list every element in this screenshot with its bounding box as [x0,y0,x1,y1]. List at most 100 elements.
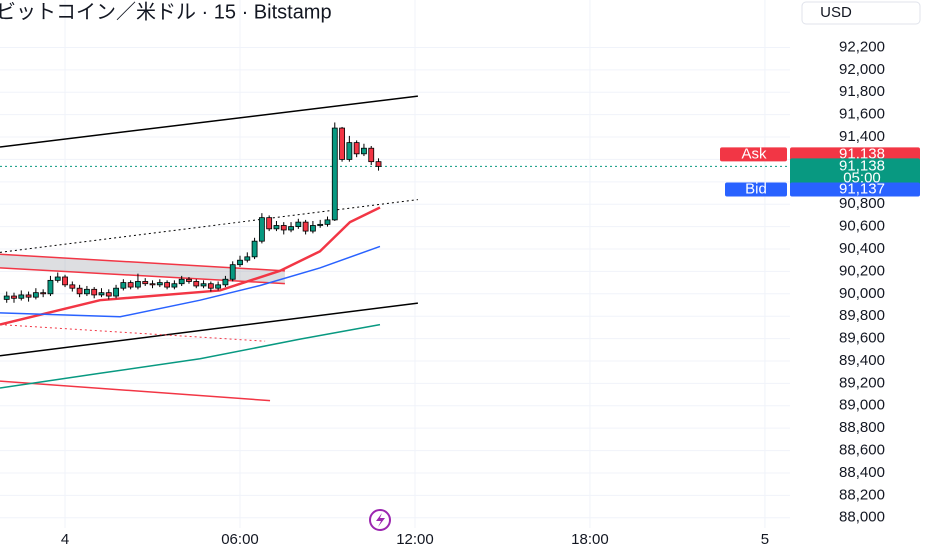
zone-edge [0,253,285,272]
x-tick-label: 12:00 [396,531,434,548]
candle-body [149,283,156,286]
candle-body [215,284,222,289]
y-tick-label: 89,200 [839,374,885,391]
candle-body [331,127,338,221]
y-tick-label: 90,400 [839,240,885,257]
candle-body [11,295,17,299]
candle-body [317,223,324,226]
y-tick-label: 90,800 [839,195,885,212]
candle-body [207,283,214,289]
axes: 88,000 88,200 88,400 88,600 88,800 89,000 89,2… [61,38,920,548]
zone [0,254,285,284]
candle-body [135,281,141,288]
candle-body [273,225,280,230]
x-tick-label: 4 [61,531,69,548]
y-tick-label: 88,800 [839,419,885,436]
y-tick-label: 88,600 [839,442,885,459]
candle-body [346,142,353,160]
y-tick-label: 91,800 [839,83,885,100]
y-tick-label: 89,600 [839,330,885,347]
overlay-line [0,199,418,253]
candle-body [302,221,309,232]
candle-body [251,240,258,258]
bid-price: 91,137 [839,180,885,197]
y-tick-label: 91,400 [839,128,885,145]
overlay-line [0,380,271,402]
overlay-line [0,206,381,326]
zone-edge [0,267,285,285]
candle-body [120,282,127,289]
x-tick-label: 18:00 [571,531,609,548]
y-tick-label: 88,000 [839,509,885,526]
bid-label: Bid [745,180,767,197]
y-tick-label: 92,200 [839,38,885,55]
candle-body [40,292,47,295]
replay-icon[interactable] [369,509,391,531]
candle-body [171,283,178,288]
candle-body [142,281,149,285]
ask-tag [720,147,787,162]
bid-price-tag [790,182,920,197]
candle-body [193,281,200,287]
candle-body [288,226,294,231]
candle-body [105,292,112,297]
candle-body [54,276,61,281]
y-tick-label: 90,600 [839,218,885,235]
candle-body [186,278,192,282]
candle-body [84,288,90,295]
candle-body [164,282,170,288]
candle-body [258,217,265,242]
chart-title: ビットコイン／米ドル · 15 · Bitstamp [0,0,332,23]
candle-body [91,288,98,296]
candle-body [310,225,316,232]
last-price-tag [790,158,920,189]
candle-body [47,279,54,295]
candle-body [361,147,367,155]
candle-body [127,282,134,288]
currency-box[interactable] [801,1,921,25]
y-tick-label: 88,200 [839,486,885,503]
overlay-line [0,245,381,318]
candle-body [324,219,331,225]
x-tick-label: 5 [761,531,769,548]
candle-body [3,295,10,300]
candle-body [98,292,105,296]
y-tick-label: 89,800 [839,307,885,324]
countdown: 05:00 [843,169,881,186]
candle-body [237,259,243,266]
candle-body [76,287,83,295]
plot [0,95,790,402]
candle-body [69,284,76,289]
x-tick-label: 06:00 [221,531,259,548]
y-tick-label: 88,400 [839,464,885,481]
overlay-line [0,95,418,148]
bid-tag [725,182,787,197]
candle-body [62,276,68,286]
candle-body [113,287,119,297]
candle-body [280,225,287,231]
candle-body [32,292,39,298]
candle-body [200,283,207,287]
candle-body [25,294,32,298]
candle-body [375,161,382,167]
y-tick-label: 90,200 [839,262,885,279]
currency[interactable]: USD [820,4,852,21]
y-tick-label: 90,000 [839,285,885,302]
candle-body [178,278,185,285]
candle-body [339,127,345,160]
overlay-line [0,323,381,389]
candle-body [18,294,25,299]
ask-price-tag [790,147,920,162]
ask-price: 91,138 [839,145,885,162]
ask-label: Ask [741,145,767,162]
last-price: 91,138 [839,157,885,174]
icon-bolt[interactable] [376,513,385,527]
y-tick-label: 91,600 [839,106,885,123]
candle-body [244,256,251,261]
y-tick-label: 89,000 [839,397,885,414]
candle-body [222,278,229,286]
candle-body [229,264,236,280]
